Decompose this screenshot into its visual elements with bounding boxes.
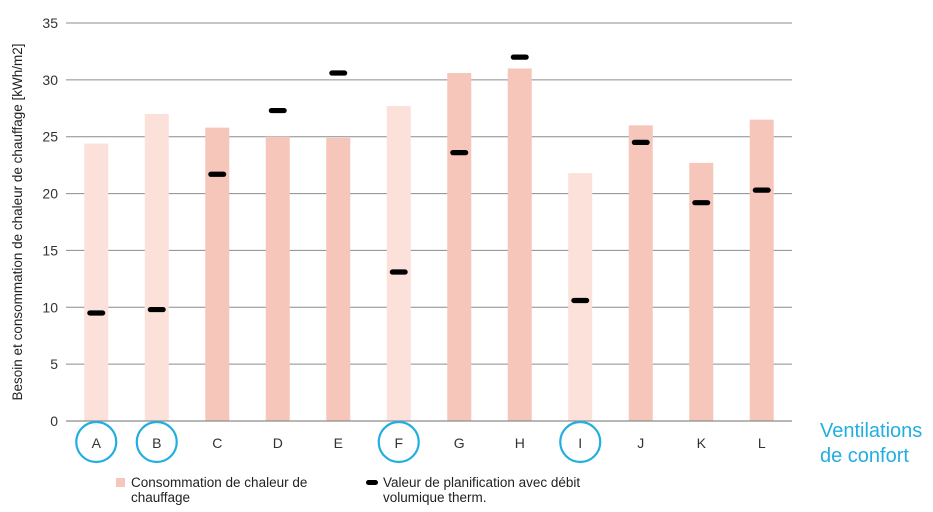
bar-I <box>568 173 593 421</box>
highlight-circle-F <box>377 420 420 464</box>
bar-E <box>326 137 351 421</box>
annotation-line1: Ventilations <box>820 420 922 442</box>
x-tick-label-L: L <box>758 435 766 451</box>
y-tick-label: 15 <box>42 242 58 258</box>
annotation-ventilations-de-confort: Ventilations de confort <box>820 420 928 467</box>
annotation-line2: de confort <box>820 445 909 467</box>
y-tick-label: 30 <box>42 72 58 88</box>
highlight-circle-A <box>75 420 118 464</box>
y-tick-label: 0 <box>50 413 58 429</box>
x-tick-label-D: D <box>273 435 283 451</box>
y-tick-label: 35 <box>42 15 58 31</box>
x-tick-labels: A B C D E F G H I J K L <box>92 435 766 451</box>
bars <box>84 68 774 422</box>
marker-C <box>208 171 227 177</box>
marker-F <box>389 269 408 275</box>
marker-E <box>329 70 348 76</box>
legend-label-bar: Consommation de chaleur de chauffage <box>131 475 311 505</box>
legend: Consommation de chaleur de chauffage Val… <box>116 475 584 505</box>
bar-C <box>205 127 230 422</box>
y-tick-label: 25 <box>42 129 58 145</box>
bar-L <box>749 119 774 422</box>
x-tick-label-K: K <box>697 435 707 451</box>
x-tick-label-I: I <box>578 435 582 451</box>
legend-swatch-bar <box>116 478 125 487</box>
legend-label-marker: Valeur de planification avec débit volum… <box>383 475 584 505</box>
highlight-circle-I <box>559 420 602 464</box>
bar-J <box>628 125 653 421</box>
x-tick-label-F: F <box>394 435 403 451</box>
highlight-circle-B <box>135 420 178 464</box>
y-tick-label: 5 <box>50 356 58 372</box>
y-tick-label: 20 <box>42 186 58 202</box>
x-tick-label-C: C <box>212 435 222 451</box>
x-tick-label-J: J <box>637 435 644 451</box>
highlight-circles <box>75 420 602 464</box>
y-tick-labels: 0 5 10 15 20 25 30 35 <box>42 15 58 429</box>
marker-B <box>147 306 166 313</box>
marker-A <box>87 310 106 316</box>
bar-B <box>144 113 169 421</box>
legend-label-marker-line2: volumique therm. <box>383 490 487 505</box>
y-axis-label: Besoin et consommation de chaleur de cha… <box>10 44 25 401</box>
marker-D <box>268 107 287 114</box>
bar-F <box>386 106 411 422</box>
marker-G <box>450 150 469 156</box>
bar-K <box>689 162 714 421</box>
marker-J <box>631 139 650 145</box>
x-tick-label-A: A <box>92 435 102 451</box>
legend-label-bar-line2: chauffage <box>131 490 190 505</box>
marker-H <box>510 54 529 60</box>
bar-D <box>265 136 290 421</box>
marker-I <box>571 297 590 304</box>
bar-H <box>507 68 532 421</box>
bar-G <box>447 73 472 421</box>
legend-swatch-marker <box>366 480 378 485</box>
x-tick-label-E: E <box>334 435 343 451</box>
planning-markers <box>87 54 771 316</box>
bar-A <box>84 143 109 421</box>
marker-L <box>752 187 771 193</box>
legend-label-bar-line1: Consommation de chaleur de <box>131 475 307 490</box>
marker-K <box>692 200 711 206</box>
x-tick-label-H: H <box>515 435 525 451</box>
y-tick-label: 10 <box>42 299 58 315</box>
x-tick-label-B: B <box>152 435 161 451</box>
x-tick-label-G: G <box>454 435 465 451</box>
gridlines <box>66 22 792 365</box>
legend-label-marker-line1: Valeur de planification avec débit <box>383 475 580 490</box>
